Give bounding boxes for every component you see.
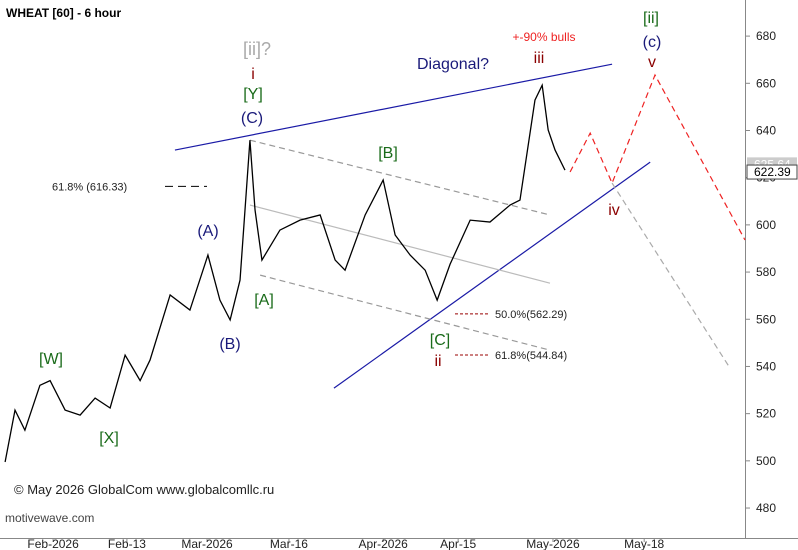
wave-label: i: [251, 66, 255, 83]
wave-label: [X]: [99, 430, 119, 447]
wave-label: [B]: [378, 145, 398, 162]
x-tick-label: May-2026: [526, 537, 580, 550]
wave-label: (c): [643, 34, 662, 51]
x-tick-label: Mar-16: [270, 537, 308, 550]
chart-title: WHEAT [60] - 6 hour: [6, 6, 121, 20]
annotation: +-90% bulls: [512, 30, 575, 44]
wave-label: ii: [434, 353, 441, 370]
fib-label: 50.0%(562.29): [495, 309, 567, 321]
trend-line: [174, 63, 613, 151]
wave-label: (A): [197, 223, 218, 240]
trend-line: [249, 139, 551, 216]
x-tick-label: Apr-2026: [358, 537, 408, 550]
annotations: [ii]? i [Y] (C) (A) (B) [A] [W] [X] [B] …: [39, 10, 661, 447]
y-tick-label: 680: [756, 29, 776, 43]
trend-line: [611, 182, 731, 369]
price-box: [746, 164, 798, 180]
trend-line: [333, 161, 651, 389]
wave-label: [Y]: [243, 86, 263, 103]
wave-label: [ii]: [643, 10, 659, 27]
y-tick-label: 580: [756, 265, 776, 279]
price-label: 622.39: [754, 165, 791, 179]
annotation: Diagonal?: [417, 56, 489, 73]
y-tick-label: 500: [756, 454, 776, 468]
source: motivewave.com: [5, 511, 94, 525]
x-tick-label: Feb-2026: [27, 537, 79, 550]
wave-label: [W]: [39, 351, 63, 368]
trend-line: [249, 204, 551, 284]
plot: [4, 63, 746, 463]
wave-label: (B): [219, 336, 240, 353]
wave-label: [C]: [430, 332, 450, 349]
y-tick-label: 640: [756, 123, 776, 137]
wave-label: iii: [534, 50, 545, 67]
wave-label: v: [648, 54, 656, 71]
y-tick-label: 560: [756, 312, 776, 326]
copyright: © May 2026 GlobalCom www.globalcomllc.ru: [14, 482, 274, 497]
wave-label: (C): [241, 110, 263, 127]
x-tick-label: Mar-2026: [181, 537, 233, 550]
y-tick-label: 540: [756, 359, 776, 373]
fib-label: 61.8%(544.84): [495, 350, 567, 362]
wave-label: [ii]?: [243, 39, 271, 59]
y-tick-label: 600: [756, 218, 776, 232]
y-tick-label: 660: [756, 76, 776, 90]
price-line: [4, 82, 566, 463]
fib-label: 61.8% (616.33): [52, 181, 127, 193]
y-tick-label: 520: [756, 407, 776, 421]
wave-label: [A]: [254, 292, 274, 309]
wave-label: iv: [608, 202, 620, 219]
x-tick-label: May-18: [624, 537, 664, 550]
y-tick-label: 480: [756, 501, 776, 515]
x-tick-label: Feb-13: [108, 537, 146, 550]
x-tick-label: Apr-15: [440, 537, 476, 550]
